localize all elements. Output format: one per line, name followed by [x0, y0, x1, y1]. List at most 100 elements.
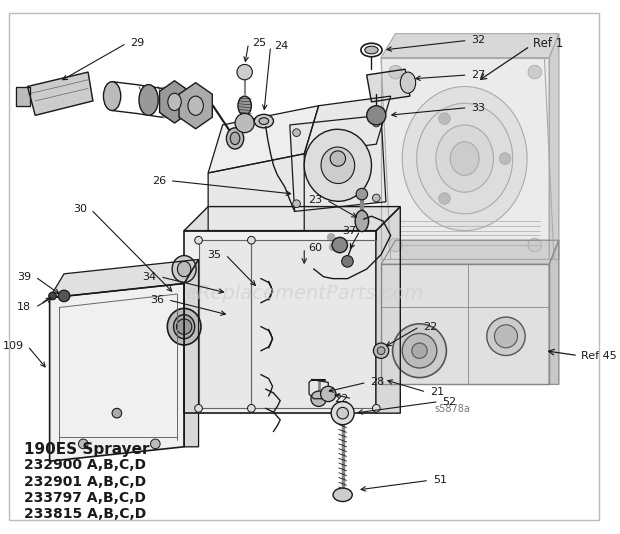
Text: 39: 39 — [17, 272, 32, 282]
Circle shape — [439, 193, 450, 205]
Polygon shape — [549, 34, 559, 260]
Ellipse shape — [177, 261, 191, 277]
Text: 32: 32 — [471, 35, 485, 45]
Polygon shape — [50, 284, 184, 461]
Circle shape — [494, 325, 518, 348]
Polygon shape — [381, 58, 549, 260]
Polygon shape — [381, 58, 554, 260]
Circle shape — [195, 237, 202, 244]
Ellipse shape — [321, 147, 355, 184]
Text: 26: 26 — [152, 176, 166, 186]
Text: 25: 25 — [252, 38, 267, 48]
Text: 233797 A,B,C,D: 233797 A,B,C,D — [24, 491, 146, 505]
Ellipse shape — [167, 309, 201, 345]
Text: 37: 37 — [342, 225, 356, 235]
Polygon shape — [376, 207, 401, 413]
Polygon shape — [381, 34, 559, 58]
Polygon shape — [184, 207, 401, 231]
Circle shape — [311, 391, 326, 406]
Polygon shape — [27, 72, 93, 115]
Text: 233815 A,B,C,D: 233815 A,B,C,D — [24, 507, 146, 521]
Polygon shape — [179, 83, 212, 129]
Circle shape — [247, 404, 255, 412]
Text: 29: 29 — [130, 38, 144, 48]
Ellipse shape — [401, 72, 415, 93]
Circle shape — [377, 347, 385, 355]
Ellipse shape — [304, 129, 371, 201]
Text: 232900 A,B,C,D: 232900 A,B,C,D — [24, 458, 146, 472]
Circle shape — [329, 243, 337, 251]
Circle shape — [321, 386, 336, 402]
Circle shape — [337, 407, 348, 419]
Text: 34: 34 — [142, 272, 156, 282]
Circle shape — [439, 113, 450, 124]
Ellipse shape — [104, 82, 121, 111]
Circle shape — [373, 119, 380, 127]
Polygon shape — [208, 106, 319, 173]
Text: 35: 35 — [208, 249, 221, 260]
Text: 109: 109 — [2, 341, 24, 351]
Polygon shape — [208, 154, 304, 231]
Text: eReplacementParts.com: eReplacementParts.com — [185, 284, 423, 303]
Text: 24: 24 — [275, 41, 289, 51]
Circle shape — [331, 402, 354, 425]
Ellipse shape — [238, 96, 251, 115]
Circle shape — [237, 65, 252, 80]
Ellipse shape — [436, 125, 494, 192]
Polygon shape — [184, 260, 198, 447]
Circle shape — [58, 290, 70, 302]
Ellipse shape — [254, 114, 273, 128]
Ellipse shape — [168, 93, 181, 111]
Circle shape — [528, 65, 541, 79]
Ellipse shape — [417, 103, 513, 214]
Circle shape — [195, 404, 202, 412]
Polygon shape — [549, 240, 559, 384]
Text: 51: 51 — [433, 475, 447, 485]
Ellipse shape — [259, 117, 268, 124]
Circle shape — [327, 233, 335, 241]
Polygon shape — [50, 260, 198, 298]
Circle shape — [528, 238, 541, 252]
Circle shape — [151, 439, 160, 449]
Text: 52: 52 — [443, 397, 457, 406]
Circle shape — [112, 409, 122, 418]
Ellipse shape — [139, 84, 158, 115]
Circle shape — [247, 237, 255, 244]
Text: 36: 36 — [150, 295, 164, 305]
Text: Ref 45: Ref 45 — [581, 350, 617, 360]
Ellipse shape — [172, 256, 196, 282]
Text: 30: 30 — [73, 205, 87, 215]
Circle shape — [235, 113, 254, 132]
Text: 18: 18 — [17, 302, 32, 312]
Circle shape — [293, 200, 300, 208]
Text: Ref 1: Ref 1 — [533, 37, 563, 50]
Circle shape — [487, 317, 525, 356]
Text: 22: 22 — [423, 321, 438, 332]
Circle shape — [389, 238, 402, 252]
Ellipse shape — [333, 488, 352, 501]
Text: 28: 28 — [371, 378, 385, 387]
Text: 232901 A,B,C,D: 232901 A,B,C,D — [24, 475, 146, 489]
Circle shape — [412, 343, 427, 358]
Text: s5878a: s5878a — [434, 404, 470, 413]
Ellipse shape — [402, 87, 527, 231]
Circle shape — [373, 194, 380, 202]
Circle shape — [342, 256, 353, 267]
Circle shape — [356, 189, 368, 200]
Text: 33: 33 — [471, 103, 485, 113]
Circle shape — [366, 106, 386, 125]
Polygon shape — [304, 96, 391, 154]
Circle shape — [330, 151, 345, 166]
Circle shape — [373, 343, 389, 358]
Circle shape — [402, 333, 437, 368]
Polygon shape — [16, 87, 30, 106]
Text: 190ES Sprayer: 190ES Sprayer — [24, 442, 149, 457]
Polygon shape — [381, 240, 559, 264]
Ellipse shape — [174, 315, 195, 339]
Polygon shape — [198, 240, 251, 409]
Ellipse shape — [230, 132, 240, 145]
Polygon shape — [381, 264, 549, 384]
Circle shape — [79, 439, 88, 449]
Ellipse shape — [226, 128, 244, 149]
Polygon shape — [159, 81, 190, 123]
